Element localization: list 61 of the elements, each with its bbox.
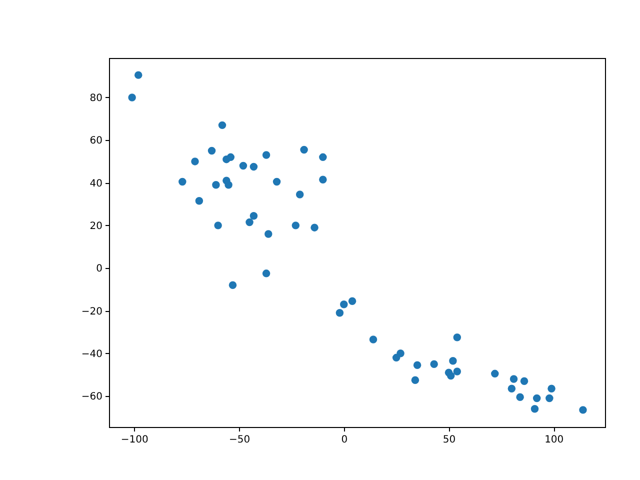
point (413, 361, 422, 370)
point (262, 151, 270, 159)
point (520, 377, 528, 386)
y-tick-label: −20 (81, 306, 102, 318)
y-tick-label: 0 (96, 264, 102, 275)
point (218, 121, 226, 130)
point (239, 162, 248, 170)
x-tick-label: −50 (228, 434, 250, 446)
point (250, 162, 258, 171)
point (250, 212, 258, 220)
point (508, 384, 516, 392)
point (246, 218, 254, 226)
point (195, 197, 204, 205)
point (510, 375, 518, 383)
y-tick-label: 60 (90, 136, 102, 147)
x-tick-label: 100 (544, 434, 564, 446)
point (430, 360, 438, 368)
y-tick-label: 20 (90, 220, 102, 232)
x-tick-label: −100 (120, 434, 148, 446)
point (224, 181, 232, 189)
point (530, 405, 539, 413)
point (340, 300, 348, 308)
point (336, 309, 344, 317)
point (369, 336, 378, 344)
point (532, 394, 541, 402)
point (300, 146, 308, 154)
point (453, 334, 462, 342)
point (228, 281, 237, 290)
point (178, 178, 186, 186)
point (453, 368, 462, 376)
point (491, 370, 499, 378)
point (214, 222, 222, 230)
point (128, 94, 136, 102)
point (208, 146, 216, 155)
point (396, 350, 404, 358)
y-tick-label: 40 (90, 178, 102, 190)
point (272, 178, 281, 186)
point (548, 384, 556, 392)
y-tick-label: 80 (90, 92, 102, 104)
point (516, 393, 524, 402)
point (319, 176, 327, 184)
x-tick-label: 50 (442, 434, 456, 446)
point (319, 153, 327, 162)
point (348, 297, 356, 306)
point (134, 71, 142, 79)
point (411, 376, 420, 384)
x-tick-label: 0 (341, 434, 348, 446)
point (446, 372, 455, 380)
y-tick-label: −40 (81, 348, 102, 360)
point (226, 153, 235, 162)
point (310, 224, 318, 232)
point (212, 181, 220, 189)
y-tick-label: −60 (81, 392, 102, 403)
point (191, 158, 199, 166)
point (296, 190, 304, 198)
point (546, 394, 554, 402)
point (264, 230, 272, 238)
point (262, 270, 270, 278)
point (579, 406, 587, 414)
point (292, 222, 300, 230)
point (449, 357, 457, 365)
